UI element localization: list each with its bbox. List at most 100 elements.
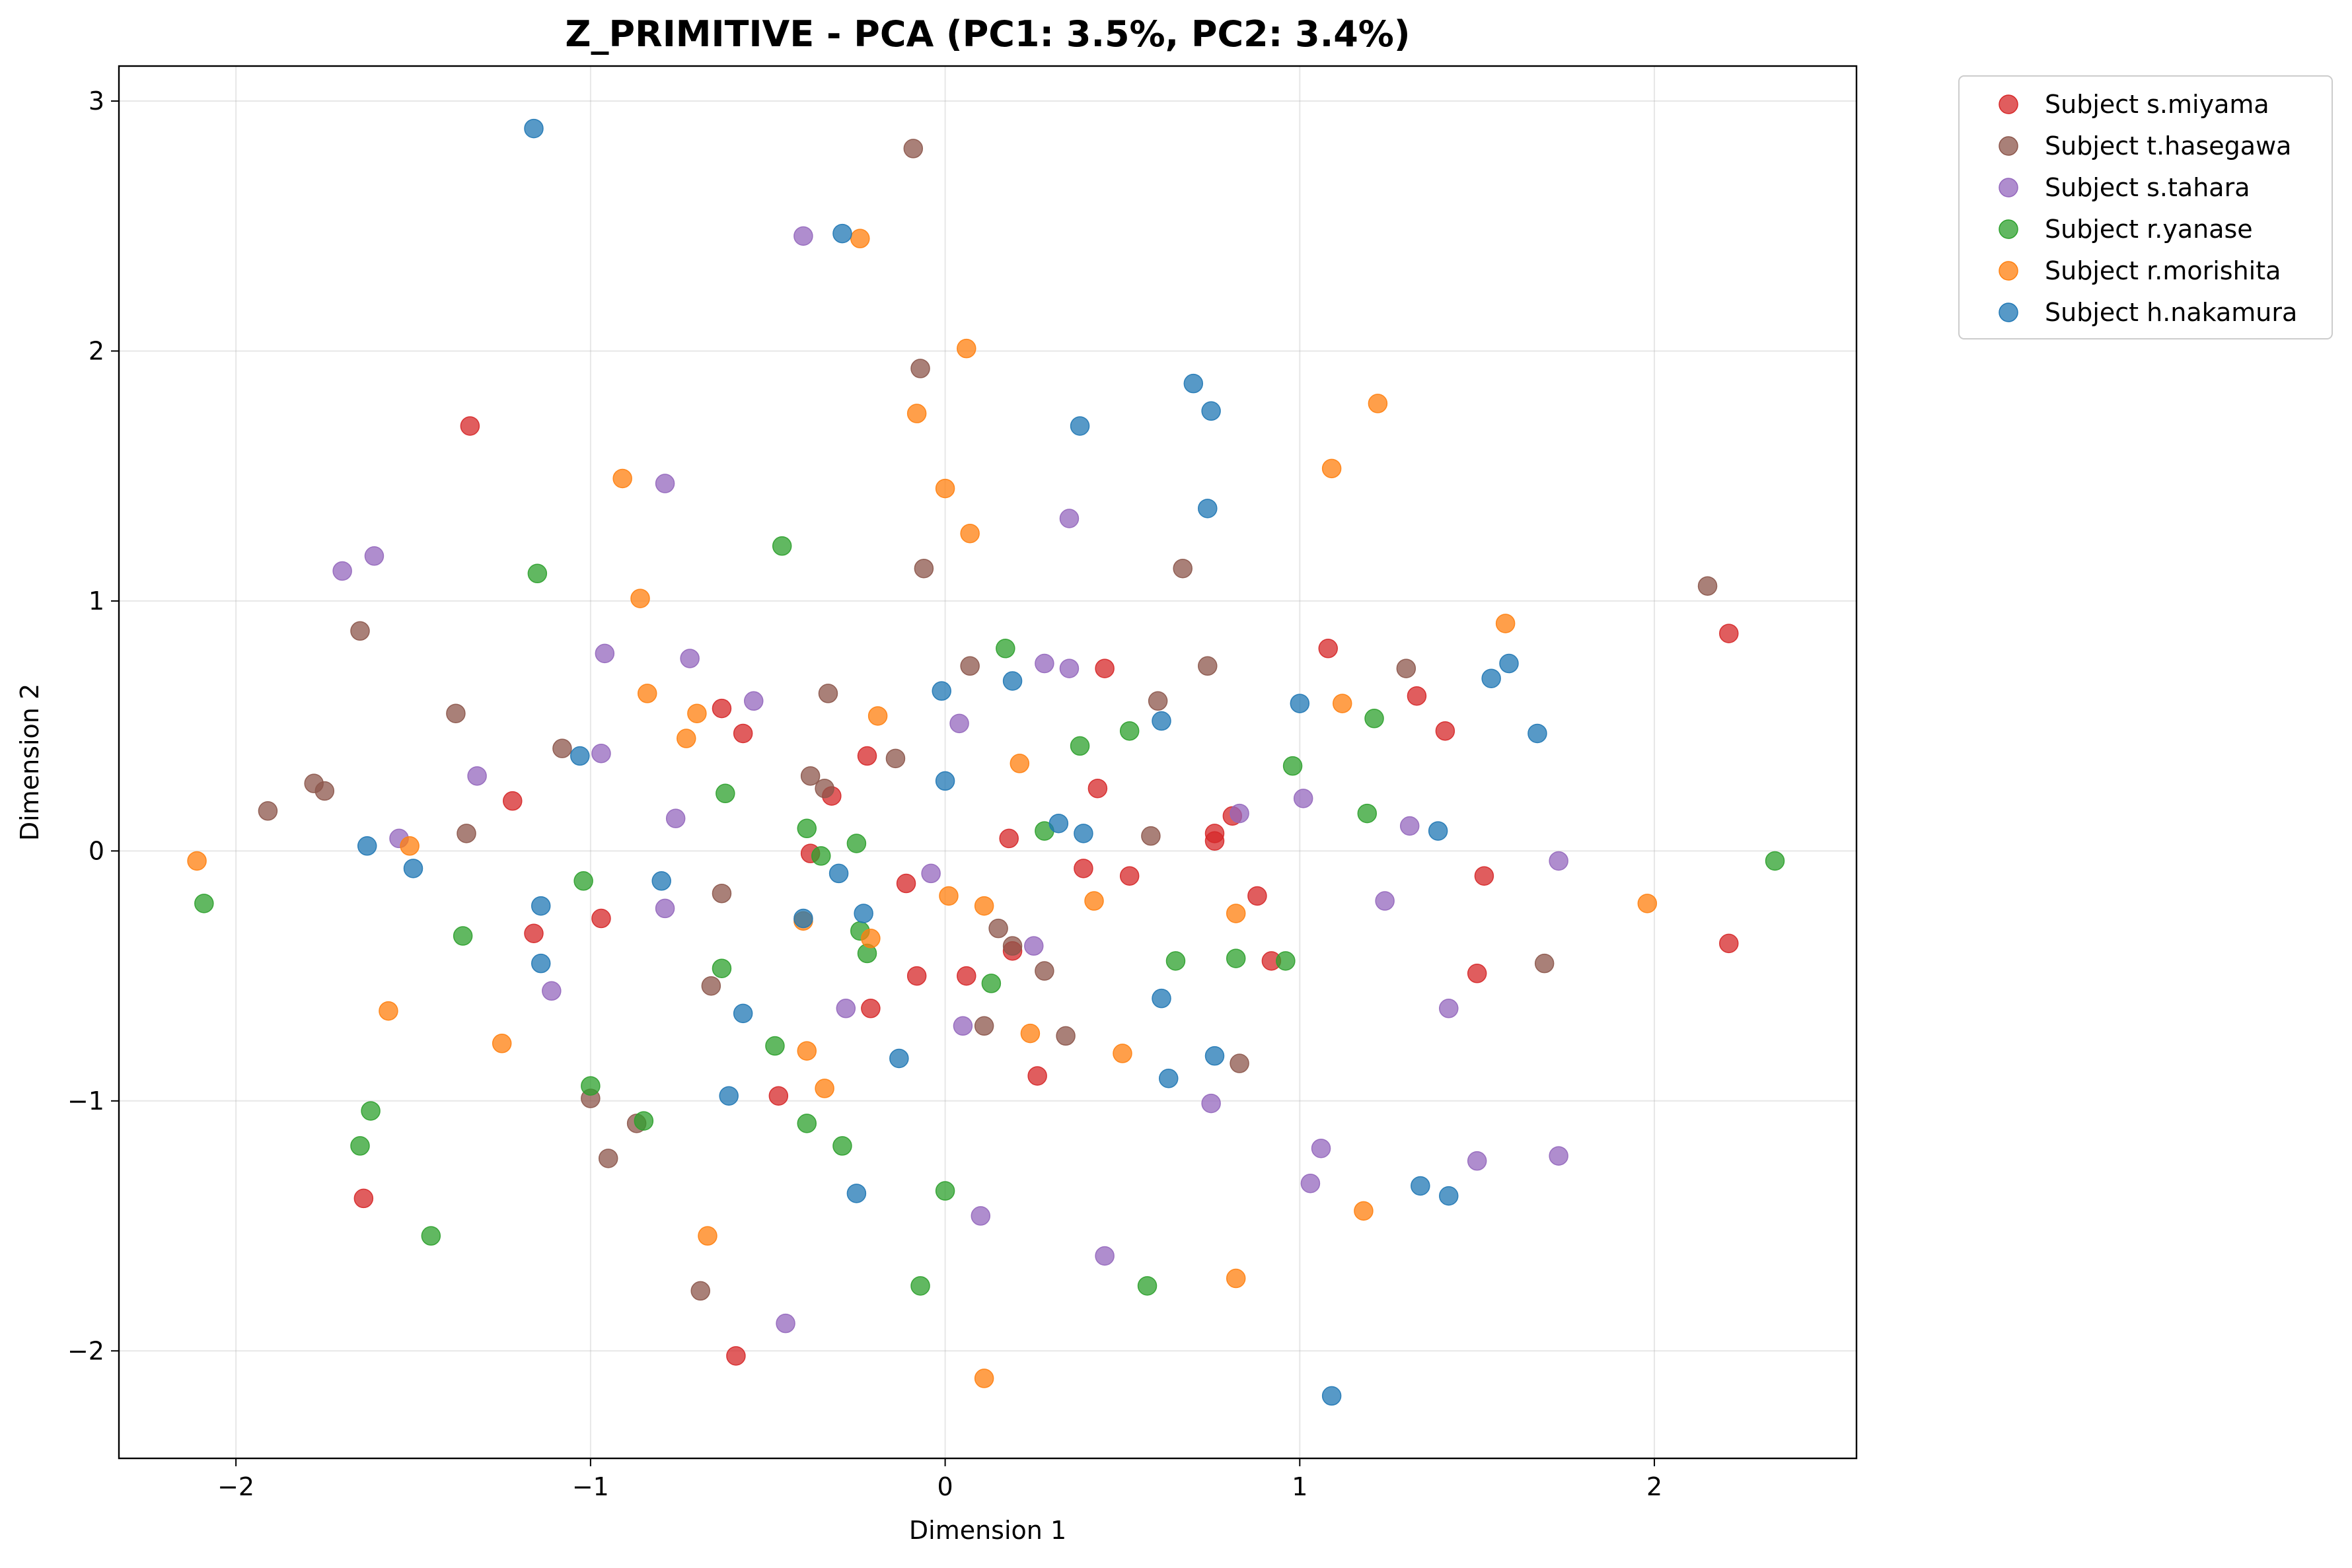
data-point: [1198, 656, 1218, 676]
data-point: [1002, 671, 1023, 691]
data-point: [793, 908, 813, 929]
data-point: [1048, 813, 1069, 834]
data-point: [1165, 951, 1186, 971]
data-point: [1467, 1151, 1487, 1171]
data-point: [194, 894, 214, 913]
data-point: [524, 923, 544, 943]
data-point: [854, 904, 873, 923]
data-point: [630, 588, 650, 608]
legend-marker: [1999, 303, 2018, 322]
data-point: [457, 824, 476, 843]
data-point: [765, 1036, 785, 1056]
data-point: [332, 561, 352, 581]
data-point: [1407, 686, 1427, 706]
data-point: [797, 818, 817, 839]
data-point: [800, 766, 821, 786]
data-point: [1059, 509, 1080, 528]
data-point: [953, 1016, 973, 1036]
legend-label: Subject r.yanase: [2045, 215, 2253, 244]
data-point: [744, 691, 764, 711]
data-point: [974, 896, 994, 916]
data-point: [733, 1003, 753, 1024]
data-point: [1276, 951, 1296, 971]
series-subject-s-miyama: [353, 416, 1739, 1366]
y-tick-label: −2: [67, 1336, 104, 1365]
data-point: [187, 851, 207, 871]
data-point: [1119, 721, 1140, 741]
data-point: [1152, 988, 1171, 1009]
data-point: [1201, 1093, 1221, 1114]
data-point: [1137, 1276, 1158, 1296]
legend-label: Subject s.tahara: [2045, 173, 2250, 202]
data-point: [1035, 961, 1054, 981]
data-point: [857, 746, 877, 766]
data-point: [861, 929, 881, 948]
data-point: [1364, 709, 1384, 729]
data-point: [850, 229, 870, 248]
data-point: [1375, 891, 1395, 911]
data-point: [1368, 394, 1388, 413]
data-point: [1087, 778, 1108, 799]
data-point: [793, 226, 813, 246]
data-point: [531, 896, 551, 916]
data-point: [680, 649, 700, 668]
y-tick-label: 2: [89, 336, 104, 365]
data-point: [996, 639, 1015, 659]
data-point: [446, 703, 466, 723]
data-point: [651, 871, 671, 891]
data-point: [1226, 948, 1246, 968]
data-points: [187, 118, 1785, 1406]
legend-marker: [1999, 178, 2018, 197]
data-point: [1318, 639, 1339, 659]
legend-label: Subject h.nakamura: [2045, 298, 2297, 327]
data-point: [1204, 831, 1225, 851]
data-point: [1499, 653, 1519, 674]
data-point: [861, 999, 881, 1018]
data-point: [595, 643, 615, 664]
data-point: [1719, 624, 1739, 643]
data-point: [836, 999, 856, 1018]
data-point: [1204, 1046, 1225, 1066]
data-point: [1439, 999, 1459, 1018]
data-point: [1527, 723, 1547, 744]
data-point: [832, 1136, 852, 1156]
data-point: [776, 1313, 795, 1334]
legend-marker: [1999, 219, 2018, 239]
data-point: [910, 359, 930, 378]
data-point: [1332, 694, 1352, 713]
data-point: [768, 1086, 789, 1106]
data-point: [552, 738, 572, 758]
data-point: [716, 783, 735, 804]
x-tick-label: −1: [572, 1472, 609, 1501]
data-point: [531, 953, 551, 974]
data-point: [460, 416, 480, 436]
data-point: [1095, 659, 1115, 678]
data-point: [818, 684, 838, 703]
legend-label: Subject s.miyama: [2045, 90, 2269, 119]
data-point: [379, 1001, 398, 1021]
data-point: [1697, 576, 1718, 596]
data-point: [591, 908, 611, 929]
data-point: [687, 703, 707, 723]
data-point: [1148, 691, 1168, 711]
data-point: [453, 926, 473, 946]
x-tick-label: 1: [1292, 1472, 1307, 1501]
series-subject-r-morishita: [187, 229, 1658, 1388]
data-point: [906, 966, 927, 986]
legend-marker: [1999, 136, 2018, 156]
data-point: [1119, 866, 1140, 886]
data-point: [503, 791, 523, 811]
data-point: [1495, 614, 1516, 633]
data-point: [971, 1206, 991, 1226]
data-point: [361, 1101, 381, 1121]
data-point: [957, 966, 976, 986]
data-point: [598, 1149, 618, 1168]
data-point: [1141, 826, 1161, 846]
data-point: [974, 1016, 994, 1036]
data-point: [364, 546, 385, 566]
data-point: [1084, 891, 1104, 911]
data-point: [1226, 904, 1246, 923]
data-point: [1059, 659, 1080, 678]
data-point: [400, 836, 420, 856]
plot-frame: [118, 65, 1858, 1460]
